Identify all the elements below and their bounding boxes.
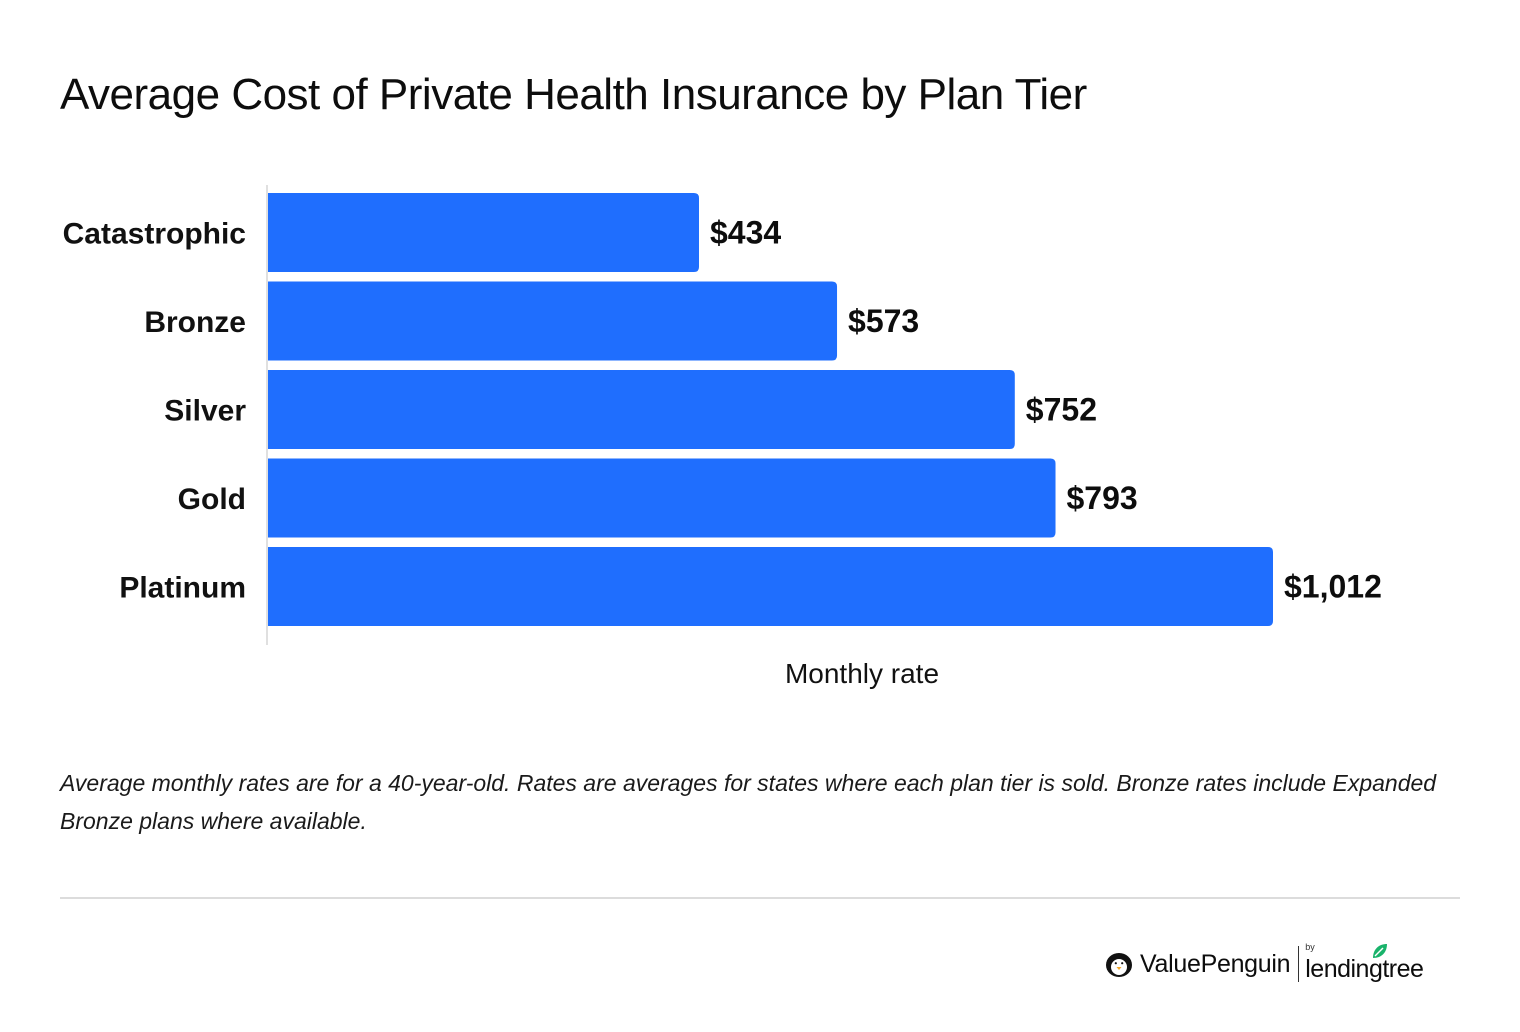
footnote: Average monthly rates are for a 40-year-… <box>60 770 1437 834</box>
valuepenguin-wordmark: ValuePenguin <box>1140 949 1291 978</box>
bar-bronze <box>268 281 838 361</box>
divider <box>60 897 1460 899</box>
bar-catastrophic <box>268 193 699 272</box>
brand-separator <box>1298 946 1300 982</box>
lendingtree-wordmark: lendingtree <box>1305 955 1424 983</box>
brand-logo: ValuePenguin by lendingtree <box>1104 942 1424 986</box>
value-label-platinum: $1,012 <box>1284 569 1382 605</box>
leaf-icon <box>1373 944 1388 958</box>
x-axis-label: Monthly rate <box>785 658 939 689</box>
value-label-gold: $793 <box>1067 480 1138 516</box>
penguin-icon <box>1106 953 1132 977</box>
category-label-gold: Gold <box>178 483 246 516</box>
bar-silver <box>268 370 1015 449</box>
category-label-bronze: Bronze <box>144 306 246 339</box>
bar-platinum <box>268 547 1273 626</box>
bars-group: Catastrophic $434 Bronze $573 Silver $752 Gold… <box>63 193 1382 626</box>
chart-title: Average Cost of Private Health Insurance… <box>60 70 1087 119</box>
value-label-bronze: $573 <box>848 303 919 339</box>
bar-chart: Catastrophic $434 Bronze $573 Silver $752 Gold… <box>63 185 1382 689</box>
value-label-catastrophic: $434 <box>710 215 781 251</box>
by-label: by <box>1305 942 1315 952</box>
lendingtree-logo: by lendingtree <box>1305 942 1424 984</box>
value-label-silver: $752 <box>1026 392 1097 428</box>
category-label-platinum: Platinum <box>119 572 246 605</box>
category-label-catastrophic: Catastrophic <box>63 218 246 251</box>
category-label-silver: Silver <box>164 395 246 428</box>
bar-gold <box>268 458 1056 538</box>
